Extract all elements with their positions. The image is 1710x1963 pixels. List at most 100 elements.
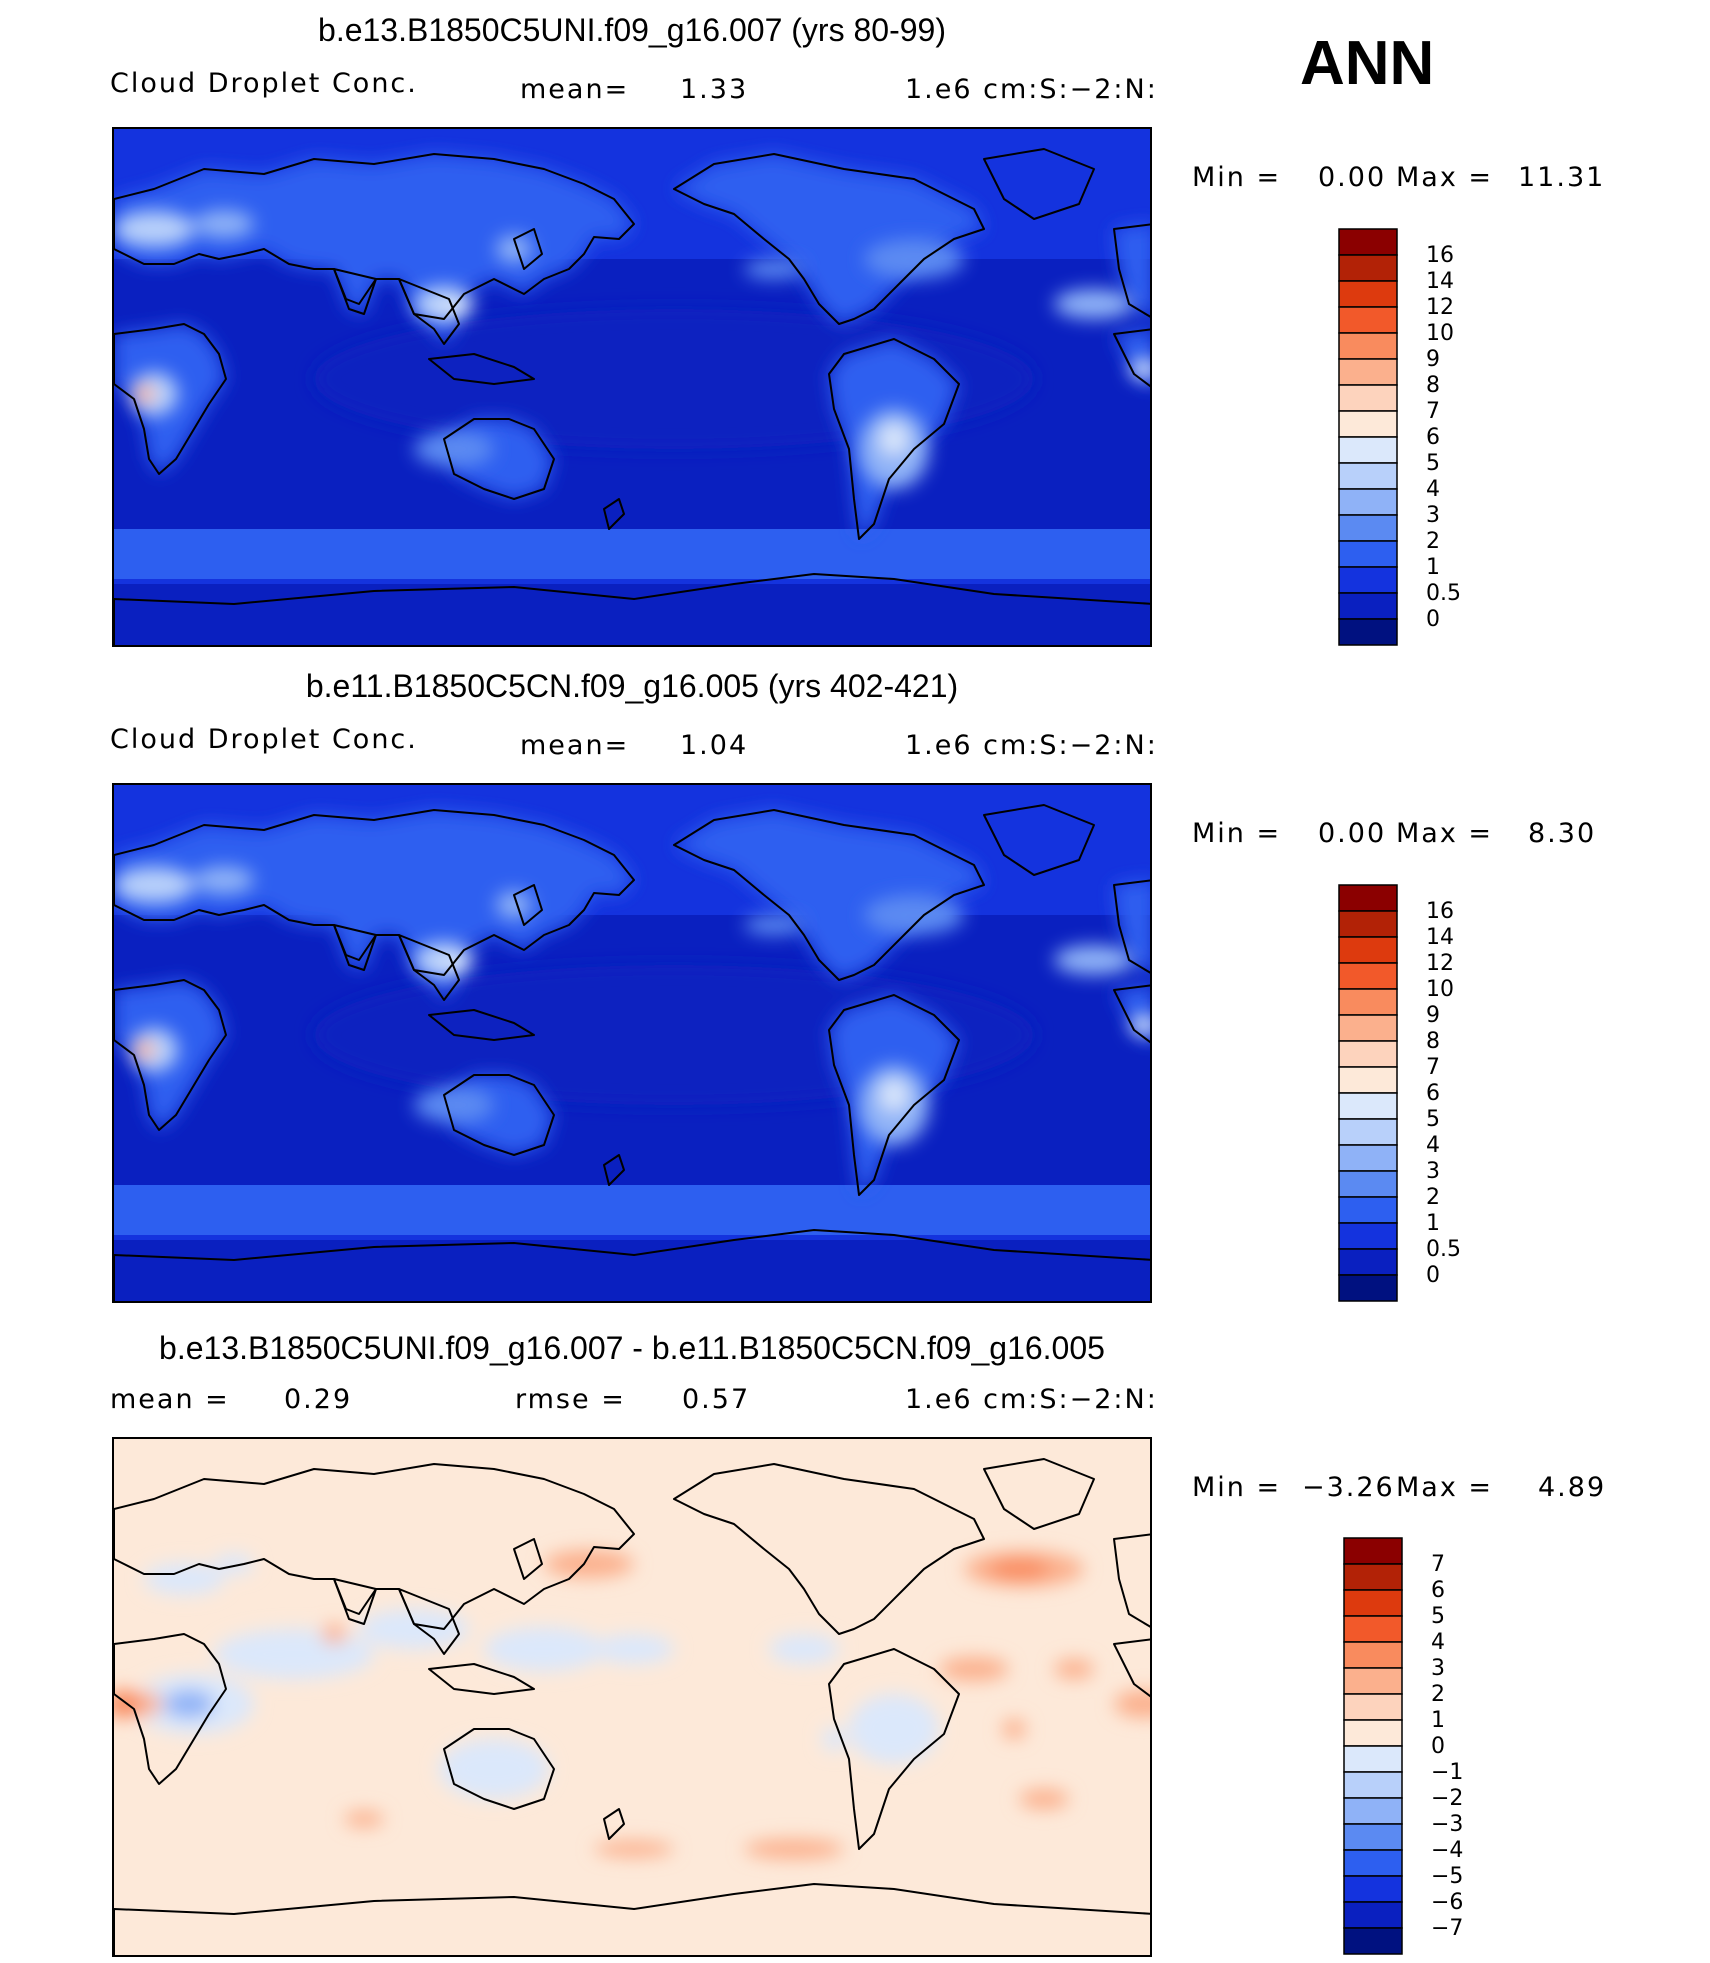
- map-svg: [114, 785, 1150, 1301]
- colorbar-swatch: [1338, 1014, 1398, 1042]
- colorbar-tick-label: 4: [1426, 477, 1440, 502]
- colorbar-swatch: [1338, 592, 1398, 620]
- colorbar-tick-label: 3: [1426, 1159, 1440, 1184]
- panel-2-min-value: 0.00: [1318, 818, 1387, 849]
- coastline-greenland: [983, 148, 1095, 220]
- coastline-samerica: [828, 338, 960, 540]
- colorbar-swatch: [1338, 332, 1398, 360]
- coastline-indonesia: [428, 353, 535, 385]
- coastline-australia: [443, 1074, 555, 1156]
- coastline-nz: [603, 1154, 625, 1186]
- colorbar-tick-label: −3: [1431, 1812, 1463, 1837]
- colorbar-tick-label: 5: [1431, 1604, 1445, 1629]
- coastline-namerica: [673, 153, 985, 325]
- colorbar-tick-label: 2: [1431, 1682, 1445, 1707]
- panel-3-mean-label: mean =: [110, 1384, 230, 1415]
- colorbar-swatch: [1338, 1144, 1398, 1172]
- coastline-india: [333, 924, 377, 971]
- panel-1-mean-value: 1.33: [680, 74, 749, 105]
- colorbar-tick-label: 16: [1426, 899, 1454, 924]
- coastline-australia: [443, 1728, 555, 1810]
- colorbar-swatch: [1338, 1118, 1398, 1146]
- coastline-greenland: [983, 804, 1095, 876]
- colorbar-tick-label: 2: [1426, 1185, 1440, 1210]
- coastline-japan: [513, 1538, 543, 1580]
- colorbar-tick-label: 6: [1426, 1081, 1440, 1106]
- panel-2-units: 1.e6 cm:S:−2:N:: [905, 730, 1158, 761]
- map-svg: [114, 129, 1150, 645]
- panel-1-max-label: Max =: [1396, 162, 1494, 193]
- map-svg: [114, 1439, 1150, 1955]
- colorbar-tick-label: 0.5: [1426, 1237, 1461, 1262]
- coastline-seasia: [398, 278, 460, 345]
- colorbar-swatch: [1338, 488, 1398, 516]
- panel-3-min-value: −3.26: [1302, 1472, 1395, 1503]
- colorbar-tick-label: 0: [1431, 1734, 1445, 1759]
- coastline-australia: [443, 418, 555, 500]
- colorbar-tick-label: 7: [1426, 399, 1440, 424]
- coastline-nz: [603, 1808, 625, 1840]
- colorbar-swatch: [1343, 1771, 1403, 1799]
- coastline-antarctica: [114, 1883, 1150, 1955]
- colorbar-tick-label: 4: [1431, 1630, 1445, 1655]
- colorbar-swatch: [1338, 566, 1398, 594]
- colorbar-tick-label: 6: [1426, 425, 1440, 450]
- colorbar-swatch: [1343, 1641, 1403, 1669]
- colorbar-swatch: [1338, 358, 1398, 386]
- colorbar-tick-label: −4: [1431, 1838, 1463, 1863]
- panel-1-mean-label: mean=: [520, 74, 630, 105]
- panel-2-mean-label: mean=: [520, 730, 630, 761]
- colorbar-tick-label: 16: [1426, 243, 1454, 268]
- colorbar-tick-label: 3: [1426, 503, 1440, 528]
- coastline-india: [333, 1578, 377, 1625]
- panel-1-title: b.e13.B1850C5UNI.f09_g16.007 (yrs 80-99): [318, 12, 946, 48]
- coastline-eurasia: [114, 1463, 635, 1630]
- colorbar-tick-label: −5: [1431, 1864, 1463, 1889]
- colorbar-tick-label: 12: [1426, 295, 1454, 320]
- panel-3-colorbar: 7 6 5 4 3 2 1 0 −1 −2 −3 −4 −5 −6 −7: [1343, 1537, 1513, 1957]
- colorbar-swatch: [1338, 1196, 1398, 1224]
- colorbar-tick-label: 8: [1426, 1029, 1440, 1054]
- colorbar-swatch: [1338, 1222, 1398, 1250]
- colorbar-swatch: [1338, 514, 1398, 542]
- panel-2-colorbar: 16 14 12 10 9 8 7 6 5 4 3 2 1 0.5 0: [1338, 884, 1508, 1304]
- colorbar-swatch: [1338, 384, 1398, 412]
- panel-3-mean-value: 0.29: [284, 1384, 353, 1415]
- coastline-eurasia: [114, 153, 635, 320]
- panel-2-field-label: Cloud Droplet Conc.: [110, 724, 418, 755]
- colorbar-tick-label: 14: [1426, 269, 1454, 294]
- panel-1-colorbar: 16 14 12 10 9 8 7 6 5 4 3 2 1 0.5 0: [1338, 228, 1508, 648]
- colorbar-tick-label: 5: [1426, 1107, 1440, 1132]
- colorbar-swatch: [1338, 884, 1398, 912]
- colorbar-tick-label: 1: [1431, 1708, 1445, 1733]
- coastline-africa: [114, 323, 227, 475]
- coastline-samerica: [828, 1648, 960, 1850]
- colorbar-tick-label: 7: [1431, 1552, 1445, 1577]
- coastline-namerica: [673, 809, 985, 981]
- panel-1-min-value: 0.00: [1318, 162, 1387, 193]
- colorbar-swatch: [1338, 462, 1398, 490]
- coastline-indonesia: [428, 1009, 535, 1041]
- panel-1-field-label: Cloud Droplet Conc.: [110, 68, 418, 99]
- colorbar-swatch: [1343, 1927, 1403, 1955]
- colorbar-tick-label: 0.5: [1426, 581, 1461, 606]
- coastline-antarctica: [114, 573, 1150, 645]
- panel-3-max-value: 4.89: [1538, 1472, 1607, 1503]
- colorbar-swatch: [1343, 1823, 1403, 1851]
- season-label: ANN: [1300, 29, 1435, 98]
- colorbar-swatch: [1338, 1066, 1398, 1094]
- coastline-india: [333, 268, 377, 315]
- colorbar-swatch: [1343, 1797, 1403, 1825]
- panel-2-max-label: Max =: [1396, 818, 1494, 849]
- coastline-samerica: [828, 994, 960, 1196]
- colorbar-tick-label: −6: [1431, 1890, 1463, 1915]
- colorbar-swatch: [1338, 988, 1398, 1016]
- colorbar-swatch: [1338, 410, 1398, 438]
- panel-3-rmse-label: rmse =: [515, 1384, 626, 1415]
- colorbar-tick-label: 9: [1426, 1003, 1440, 1028]
- coastline-europe_r: [1113, 879, 1150, 974]
- coastline-africa: [114, 1633, 227, 1785]
- coastline-greenland: [983, 1458, 1095, 1530]
- coastline-seasia: [398, 1588, 460, 1655]
